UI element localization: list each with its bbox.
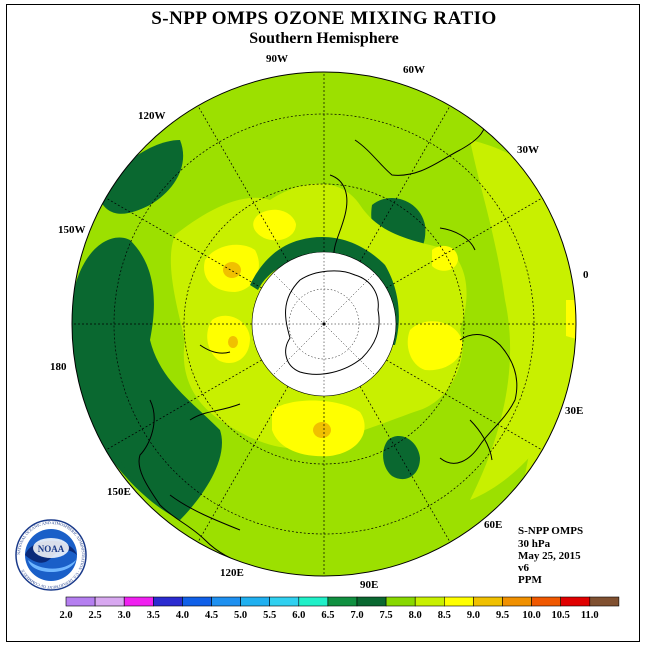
colorbar-tick-label: 6.0 — [292, 610, 305, 621]
noaa-logo: NOAA NATIONAL OCEANIC AND ATMOSPHERIC AD… — [15, 519, 87, 591]
info-units: PPM — [518, 574, 542, 586]
field-orange-3 — [228, 336, 238, 348]
south-pole-marker — [322, 322, 326, 326]
lon-label-90e: 90E — [360, 579, 378, 591]
field-dark-northwest — [100, 140, 184, 214]
logo-text: NOAA — [38, 544, 65, 554]
map-boundary — [71, 71, 577, 577]
colorbar-swatch — [414, 596, 445, 607]
info-level: 30 hPa — [518, 538, 551, 550]
field-orange-2 — [313, 422, 331, 438]
colorbar-tick-label: 9.0 — [467, 610, 480, 621]
colorbar-tick-label: 6.5 — [321, 610, 334, 621]
colorbar-tick-label: 5.5 — [263, 610, 276, 621]
colorbar-tick-label: 10.5 — [552, 610, 570, 621]
colorbar-tick-label: 5.0 — [234, 610, 247, 621]
colorbar-tick-label: 2.5 — [89, 610, 102, 621]
colorbar-swatch — [153, 596, 183, 607]
colorbar-tick-label: 2.0 — [59, 610, 72, 621]
info-version: v6 — [518, 562, 529, 574]
lon-label-60w: 60W — [403, 64, 425, 76]
map-subtitle: Southern Hemisphere — [249, 30, 399, 47]
field-orange-1 — [223, 262, 241, 278]
colorbar-swatch — [385, 596, 416, 607]
colorbar-tick-label: 7.0 — [350, 610, 363, 621]
colorbar-swatch — [269, 596, 300, 607]
colorbar-tick-label: 11.0 — [581, 610, 599, 621]
colorbar-swatch — [443, 596, 474, 607]
field-yellow-edge — [566, 300, 576, 340]
info-instrument: S-NPP OMPS — [518, 525, 584, 537]
colorbar-swatch — [531, 596, 561, 607]
longitude-labels: 90W 60W 30W 0 30E 60E 90E 120E 150E 180 … — [50, 53, 589, 591]
frame-border — [6, 4, 640, 642]
colorbar-tick-label: 8.0 — [409, 610, 422, 621]
colorbar-swatch — [211, 596, 241, 607]
color-bar: 2.0 2.5 3.0 3.5 4.0 4.5 5.0 5.5 6.0 6.5 7.0 7.5 8.0 8… — [59, 596, 620, 621]
colorbar-tick-label: 3.5 — [147, 610, 160, 621]
colorbar-tick-label: 4.5 — [205, 610, 218, 621]
colorbar-swatch — [94, 596, 125, 607]
lon-label-30w: 30W — [517, 144, 539, 156]
info-date: May 25, 2015 — [518, 550, 581, 562]
colorbar-swatch — [560, 596, 591, 607]
lon-label-150w: 150W — [58, 224, 86, 236]
field-yellow-2 — [253, 209, 296, 241]
field-yellow-6 — [432, 245, 458, 271]
colorbar-tick-label: 9.5 — [496, 610, 509, 621]
colorbar-swatch — [473, 596, 503, 607]
colorbar-swatch — [589, 596, 620, 607]
field-yellow-5 — [407, 321, 463, 371]
field-dark-west — [72, 237, 222, 520]
colorbar-swatch — [356, 596, 387, 607]
antarctica-outline — [285, 270, 380, 375]
colorbar-swatch — [123, 596, 154, 607]
lon-label-120e: 120E — [220, 567, 244, 579]
colorbar-tick-label: 3.0 — [118, 610, 131, 621]
field-dark-blob-2 — [383, 436, 420, 480]
colorbar-swatch — [327, 596, 358, 607]
lon-label-30e: 30E — [565, 405, 583, 417]
ozone-field — [72, 72, 576, 576]
lon-label-0: 0 — [583, 269, 589, 281]
lon-label-60e: 60E — [484, 519, 502, 531]
colorbar-tick-label: 10.0 — [522, 610, 540, 621]
colorbar-swatch — [65, 596, 96, 607]
colorbar-swatch — [182, 596, 212, 607]
colorbar-swatch — [240, 596, 271, 607]
lon-label-150e: 150E — [107, 486, 131, 498]
colorbar-swatch — [298, 596, 329, 607]
colorbar-swatch — [502, 596, 532, 607]
field-dark-southwest — [120, 430, 172, 500]
coastlines — [138, 109, 518, 566]
lon-label-120w: 120W — [138, 110, 166, 122]
colorbar-tick-label: 8.5 — [438, 610, 451, 621]
colorbar-tick-label: 4.0 — [176, 610, 189, 621]
lon-label-90w: 90W — [266, 53, 288, 65]
colorbar-tick-label: 7.5 — [380, 610, 393, 621]
map-title: S-NPP OMPS OZONE MIXING RATIO — [151, 8, 497, 29]
lon-label-180: 180 — [50, 361, 67, 373]
